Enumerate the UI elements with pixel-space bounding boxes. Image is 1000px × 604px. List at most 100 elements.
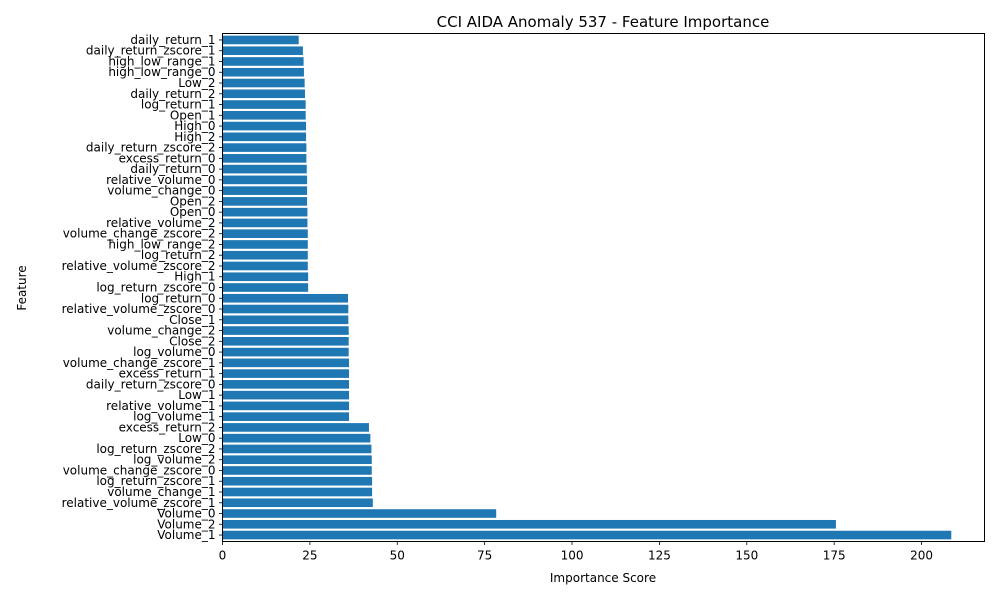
bar-Volume_0 bbox=[222, 509, 497, 518]
bar-relative_volume_zscore_0 bbox=[222, 304, 349, 314]
bar-High_1 bbox=[222, 272, 309, 282]
x-tick-label: 75 bbox=[477, 549, 492, 563]
y-tick-label: log_return_1 bbox=[141, 98, 216, 112]
bar-high_low_range_0 bbox=[222, 67, 304, 77]
bar-daily_return_0 bbox=[222, 164, 307, 174]
bar-volume_change_2 bbox=[222, 326, 349, 335]
y-tick-label: volume_change_0 bbox=[107, 184, 215, 198]
y-tick-label: daily_return_zscore_1 bbox=[86, 44, 216, 58]
y-tick-label: volume_change_zscore_1 bbox=[63, 356, 216, 370]
y-tick-label: Open_1 bbox=[170, 108, 216, 122]
bar-Close_2 bbox=[222, 337, 349, 346]
y-tick-label: log_return_zscore_2 bbox=[96, 442, 215, 456]
y-tick-label: relative_volume_2 bbox=[106, 216, 215, 230]
x-axis-label: Importance Score bbox=[550, 571, 656, 585]
bar-log_return_0 bbox=[222, 293, 348, 303]
y-tick-label: Open_2 bbox=[170, 194, 216, 208]
bar-High_0 bbox=[222, 121, 307, 131]
y-tick-label: Volume_0 bbox=[157, 507, 215, 521]
x-tick-label: 100 bbox=[561, 549, 584, 563]
bar-Volume_1 bbox=[222, 530, 952, 540]
x-tick-label: 0 bbox=[219, 549, 227, 563]
bar-log_return_zscore_2 bbox=[222, 444, 372, 454]
bar-Open_2 bbox=[222, 197, 308, 206]
bar-excess_return_0 bbox=[222, 154, 307, 163]
x-tick-label: 125 bbox=[648, 549, 671, 563]
x-tick-label: 175 bbox=[823, 549, 846, 563]
y-tick-label: Close_1 bbox=[169, 313, 215, 327]
bar-volume_change_zscore_1 bbox=[222, 358, 350, 368]
y-tick-label: log_volume_1 bbox=[133, 410, 215, 424]
bar-high_low_range_1 bbox=[222, 57, 304, 66]
bar-relative_volume_zscore_1 bbox=[222, 498, 373, 508]
chart-title: CCI AIDA Anomaly 537 - Feature Importanc… bbox=[437, 13, 770, 31]
x-tick-label: 25 bbox=[302, 549, 317, 563]
x-tick-label: 150 bbox=[735, 549, 758, 563]
bar-Low_0 bbox=[222, 433, 371, 443]
bar-log_volume_0 bbox=[222, 347, 349, 357]
bar-daily_return_1 bbox=[222, 35, 299, 45]
y-tick-label: excess_return_1 bbox=[119, 367, 216, 381]
bar-log_volume_1 bbox=[222, 412, 350, 421]
bar-Low_1 bbox=[222, 390, 350, 400]
y-tick-label: high_low_range_2 bbox=[108, 237, 215, 251]
y-tick-label: volume_change_1 bbox=[107, 485, 215, 499]
bar-relative_volume_1 bbox=[222, 401, 350, 411]
y-tick-label: log_return_zscore_1 bbox=[96, 474, 215, 488]
y-tick-label: high_low_range_1 bbox=[108, 54, 215, 68]
y-tick-label: high_low_range_0 bbox=[108, 65, 215, 79]
y-tick-label: Low_0 bbox=[178, 431, 215, 445]
y-tick-label: relative_volume_zscore_1 bbox=[62, 496, 216, 510]
bar-Open_0 bbox=[222, 207, 308, 217]
y-tick-label: volume_change_2 bbox=[107, 324, 215, 338]
y-tick-label: volume_change_zscore_0 bbox=[63, 463, 216, 477]
y-tick-label: daily_return_2 bbox=[130, 87, 215, 101]
y-tick-label: log_volume_2 bbox=[133, 453, 215, 467]
y-tick-label: Close_2 bbox=[169, 334, 215, 348]
y-tick-label: relative_volume_1 bbox=[106, 399, 215, 413]
y-tick-label: High_0 bbox=[174, 119, 215, 133]
bar-log_return_zscore_0 bbox=[222, 283, 309, 292]
y-tick-label: daily_return_1 bbox=[130, 33, 215, 47]
x-tick-label: 50 bbox=[390, 549, 405, 563]
bar-daily_return_2 bbox=[222, 89, 305, 99]
y-axis: Volume_1Volume_2Volume_0relative_volume_… bbox=[62, 33, 223, 542]
bar-log_return_zscore_1 bbox=[222, 476, 373, 486]
y-tick-label: High_2 bbox=[174, 130, 215, 144]
y-tick-label: daily_return_zscore_2 bbox=[86, 141, 216, 155]
y-tick-label: excess_return_2 bbox=[119, 420, 216, 434]
bar-Close_1 bbox=[222, 315, 349, 325]
bar-volume_change_zscore_2 bbox=[222, 229, 308, 238]
bar-relative_volume_0 bbox=[222, 175, 308, 185]
bar-log_volume_2 bbox=[222, 455, 372, 465]
y-tick-label: Volume_2 bbox=[157, 517, 215, 531]
y-tick-label: High_1 bbox=[174, 270, 215, 284]
y-tick-label: log_return_2 bbox=[141, 248, 216, 262]
y-tick-label: relative_volume_zscore_2 bbox=[62, 259, 216, 273]
y-tick-label: Low_2 bbox=[178, 76, 215, 90]
y-tick-label: volume_change_zscore_2 bbox=[63, 227, 216, 241]
y-axis-label: Feature bbox=[15, 265, 29, 310]
y-tick-label: excess_return_0 bbox=[119, 151, 216, 165]
bar-daily_return_zscore_2 bbox=[222, 143, 307, 152]
y-tick-label: log_return_zscore_0 bbox=[96, 281, 215, 295]
x-tick-label: 200 bbox=[910, 549, 933, 563]
bar-High_2 bbox=[222, 132, 307, 142]
bar-relative_volume_2 bbox=[222, 218, 308, 228]
bar-excess_return_2 bbox=[222, 423, 369, 432]
bar-log_return_1 bbox=[222, 100, 306, 109]
bar-relative_volume_zscore_2 bbox=[222, 261, 308, 271]
y-tick-label: Open_0 bbox=[170, 205, 216, 219]
y-tick-label: relative_volume_zscore_0 bbox=[62, 302, 216, 316]
bar-volume_change_0 bbox=[222, 186, 308, 195]
plot-frame bbox=[222, 33, 985, 542]
y-tick-label: relative_volume_0 bbox=[106, 173, 215, 187]
bar-Open_1 bbox=[222, 110, 306, 120]
x-axis: 0 25 50 75 100 125 150 175 200 bbox=[219, 541, 933, 563]
bar-daily_return_zscore_0 bbox=[222, 380, 350, 389]
y-tick-label: daily_return_zscore_0 bbox=[86, 377, 216, 391]
bar-daily_return_zscore_1 bbox=[222, 46, 303, 56]
bar-volume_change_1 bbox=[222, 487, 373, 497]
